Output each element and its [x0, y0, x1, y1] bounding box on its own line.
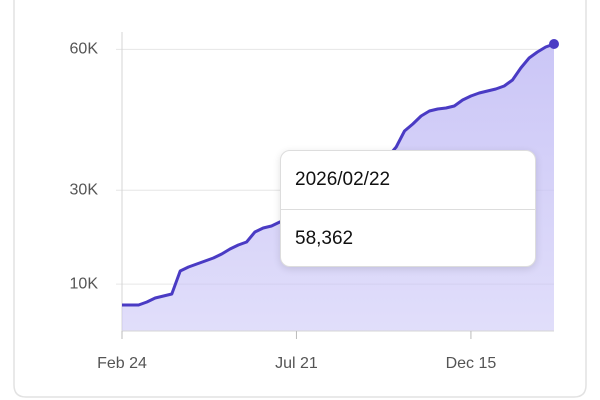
x-tick-label: Dec 15: [446, 355, 497, 372]
card-border: [13, 0, 587, 398]
end-point: [549, 38, 559, 49]
x-tick-label: Jul 21: [275, 355, 318, 372]
tooltip-value: 58,362: [295, 228, 354, 249]
y-tick-label: 60K: [70, 41, 99, 58]
tooltip: 2026/02/22 58,362: [280, 150, 536, 267]
tooltip-date: 2026/02/22: [281, 151, 535, 210]
y-tick-label: 30K: [70, 181, 99, 198]
y-tick-label: 10K: [70, 275, 99, 292]
x-tick-label: Feb 24: [97, 355, 147, 372]
